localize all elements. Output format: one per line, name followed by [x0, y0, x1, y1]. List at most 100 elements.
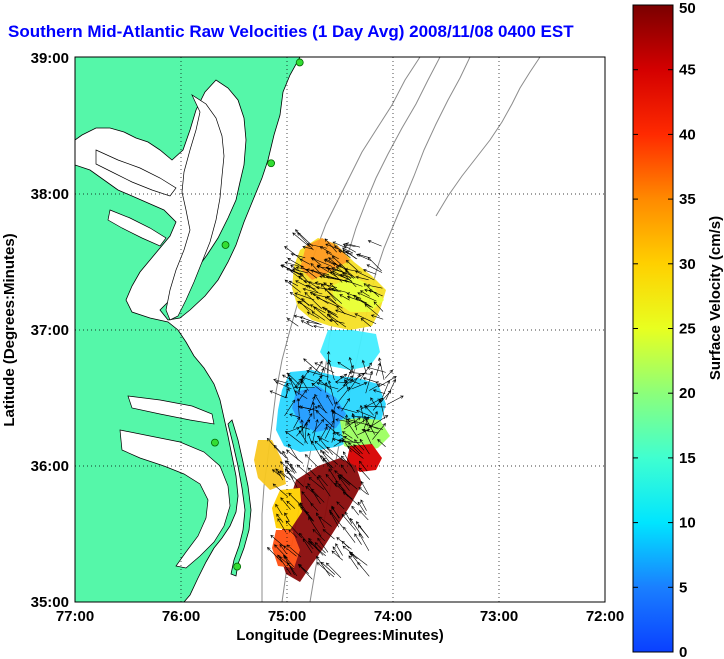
- velocity-arrow: [341, 540, 350, 549]
- velocity-arrow: [328, 257, 340, 267]
- velocity-arrow: [342, 243, 356, 247]
- velocity-arrow: [304, 421, 308, 444]
- velocity-arrow: [353, 444, 363, 455]
- colorbar-tick-label: 15: [679, 450, 696, 467]
- velocity-arrow: [295, 280, 308, 287]
- velocity-arrow: [310, 269, 323, 276]
- colorbar-tick-label: 20: [679, 385, 696, 402]
- velocity-arrow: [343, 364, 354, 387]
- velocity-arrow: [386, 395, 404, 405]
- velocity-arrow: [277, 518, 287, 533]
- velocity-arrow: [318, 516, 332, 527]
- velocity-arrow: [359, 438, 370, 455]
- velocity-arrow: [314, 440, 330, 454]
- velocity-arrow: [279, 543, 287, 555]
- velocity-arrow: [299, 502, 314, 522]
- velocity-arrow: [310, 488, 325, 503]
- velocity-arrow: [317, 405, 328, 414]
- x-tick-label: 77:00: [56, 608, 94, 625]
- velocity-arrow: [335, 309, 357, 318]
- velocity-arrow: [323, 259, 334, 265]
- y-tick-label: 38:00: [31, 186, 69, 203]
- velocity-arrow: [327, 311, 338, 318]
- velocity-arrow: [358, 467, 371, 480]
- velocity-arrow: [345, 270, 354, 279]
- colorbar-ticks: 0 5 10 15 20 25 30 35 40 45 50: [633, 0, 696, 659]
- velocity-arrow: [332, 401, 338, 413]
- velocity-arrow: [354, 533, 362, 545]
- colorbar-tick-label: 45: [679, 62, 696, 79]
- velocity-arrow: [342, 247, 354, 254]
- velocity-arrow: [316, 435, 329, 443]
- velocity-arrow: [349, 373, 361, 391]
- velocity-arrow: [377, 439, 386, 447]
- velocity-arrow: [286, 449, 304, 464]
- velocity-arrow: [311, 311, 326, 321]
- velocity-arrow: [375, 381, 386, 386]
- velocity-arrow: [279, 461, 293, 473]
- colorbar-tick-label: 10: [679, 515, 696, 532]
- velocity-arrow: [289, 413, 301, 418]
- velocity-arrow: [358, 510, 369, 521]
- y-tick-label: 39:00: [31, 50, 69, 67]
- velocity-arrow: [351, 505, 359, 516]
- velocity-arrow: [301, 491, 312, 504]
- velocity-arrow: [297, 366, 312, 386]
- velocity-arrow: [322, 457, 333, 468]
- velocity-arrow: [340, 455, 353, 469]
- velocity-arrow: [299, 258, 311, 265]
- velocity-arrow: [275, 381, 292, 390]
- velocity-arrow: [361, 428, 379, 434]
- velocity-arrow: [298, 532, 314, 550]
- y-tick-label: 36:00: [31, 458, 69, 475]
- velocity-arrow: [348, 555, 359, 570]
- velocity-arrow: [372, 389, 386, 394]
- velocity-arrow: [283, 555, 295, 576]
- velocity-arrow: [298, 380, 304, 392]
- velocity-arrow: [326, 295, 336, 304]
- velocity-arrow: [337, 378, 354, 393]
- velocity-arrow: [318, 437, 333, 456]
- velocity-arrow: [366, 283, 383, 289]
- velocity-arrow: [303, 358, 321, 374]
- colorbar-tick-label: 35: [679, 191, 696, 208]
- velocity-arrow: [360, 480, 369, 496]
- y-tick-label: 35:00: [31, 594, 69, 611]
- velocity-arrow: [356, 409, 376, 419]
- velocity-arrow: [318, 474, 328, 487]
- station-marker: [267, 159, 276, 168]
- velocity-arrow: [363, 404, 387, 408]
- velocity-arrows: [266, 229, 404, 580]
- velocity-arrow: [271, 469, 281, 477]
- x-axis-label: Longitude (Degrees:Minutes): [236, 627, 444, 644]
- x-tick-label: 72:00: [586, 608, 624, 625]
- velocity-arrow: [294, 390, 308, 399]
- velocity-arrow: [315, 410, 334, 428]
- velocity-arrow: [296, 464, 311, 477]
- velocity-arrow: [327, 380, 336, 404]
- velocity-arrow: [375, 362, 381, 376]
- x-tick-label: 76:00: [162, 608, 200, 625]
- velocity-arrow: [311, 401, 316, 420]
- velocity-arrow: [370, 314, 384, 320]
- station-marker: [295, 58, 304, 67]
- velocity-arrow: [362, 268, 377, 275]
- velocity-arrow: [312, 418, 325, 434]
- velocity-arrow: [320, 426, 328, 440]
- velocity-arrow: [290, 252, 306, 259]
- velocity-arrow: [300, 320, 314, 328]
- velocity-arrow: [336, 386, 351, 404]
- velocity-arrow: [297, 389, 307, 402]
- velocity-arrow: [373, 301, 384, 312]
- velocity-arrow: [378, 376, 397, 388]
- velocity-arrow: [339, 474, 358, 490]
- velocity-arrow: [367, 256, 382, 272]
- velocity-arrow: [358, 487, 368, 495]
- velocity-arrow: [288, 529, 298, 538]
- velocity-arrow: [298, 430, 308, 444]
- bay-water: [95, 94, 231, 569]
- colorbar-tick-label: 0: [679, 644, 687, 659]
- velocity-arrow: [307, 540, 326, 557]
- velocity-arrow: [337, 474, 351, 486]
